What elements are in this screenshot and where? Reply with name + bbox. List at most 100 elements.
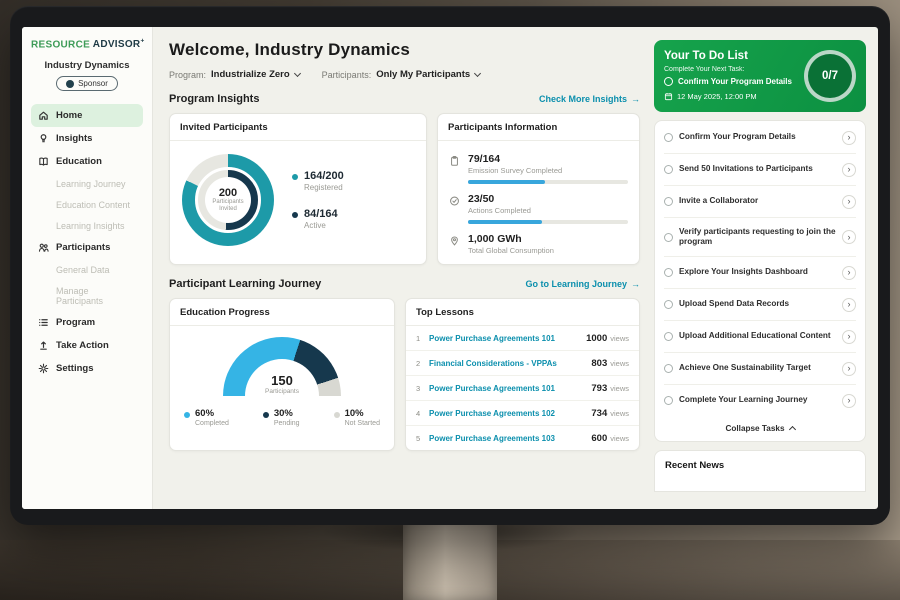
participants-dropdown-label: Participants: <box>321 69 372 80</box>
registered-value: 164/200 <box>304 170 344 182</box>
legend-dot <box>333 412 340 418</box>
emission-survey-row: 79/164 Emission Survey Completed <box>449 153 628 184</box>
chevron-right-icon[interactable]: › <box>842 265 856 280</box>
task-row[interactable]: Upload Additional Educational Content › <box>664 321 856 354</box>
lesson-link[interactable]: Power Purchase Agreements 101 <box>429 383 555 393</box>
checkbox-circle[interactable] <box>664 77 673 87</box>
calendar-icon <box>664 92 673 100</box>
page-title: Welcome, Industry Dynamics <box>169 40 411 59</box>
education-center-label: Participants <box>265 388 299 395</box>
chevron-right-icon[interactable]: › <box>842 297 856 312</box>
invited-donut-inner-ring: 200 Participants Invited <box>195 167 261 233</box>
emission-survey-label: Emission Survey Completed <box>468 166 563 175</box>
registered-label: Registered <box>304 183 343 192</box>
chevron-right-icon[interactable]: › <box>842 230 856 245</box>
task-row[interactable]: Verify participants requesting to join t… <box>664 218 856 258</box>
checkbox-circle[interactable] <box>664 165 673 174</box>
lesson-rank: 1 <box>416 333 421 343</box>
todo-due-date: 12 May 2025, 12:00 PM <box>664 92 798 101</box>
invited-donut-chart: 200 Participants Invited 164/200 Regist <box>170 141 426 259</box>
sidebar-item-education-content[interactable]: Education Content <box>56 199 131 210</box>
check-more-insights-link[interactable]: Check More Insights → <box>538 94 640 104</box>
sidebar: RESOURCE ADVISOR+ Industry Dynamics Spon… <box>22 27 153 509</box>
sidebar-item-label: Program <box>56 317 96 329</box>
todo-summary-card: Your To Do List Complete Your Next Task:… <box>654 40 866 112</box>
lesson-link[interactable]: Power Purchase Agreements 103 <box>429 433 555 443</box>
sidebar-item-take-action[interactable]: Take Action <box>31 334 143 357</box>
top-lessons-card: Top Lessons 1 Power Purchase Agreements … <box>405 298 640 451</box>
lesson-rank: 5 <box>416 433 421 443</box>
chevron-right-icon[interactable]: › <box>842 361 856 376</box>
task-row[interactable]: Confirm Your Program Details › <box>664 122 856 154</box>
chevron-right-icon[interactable]: › <box>842 329 856 344</box>
program-insights-section-header: Program Insights Check More Insights → <box>169 93 640 105</box>
task-row[interactable]: Achieve One Sustainability Target › <box>664 353 856 386</box>
participants-dropdown[interactable]: Participants: Only My Participants <box>321 69 482 80</box>
sidebar-item-label: Take Action <box>56 340 109 352</box>
checkbox-circle[interactable] <box>664 332 673 342</box>
sidebar-item-settings[interactable]: Settings <box>31 357 143 380</box>
chevron-down-icon <box>293 69 301 78</box>
sidebar-item-education[interactable]: Education <box>31 150 143 173</box>
settings-icon <box>38 363 49 374</box>
sidebar-item-participants[interactable]: Participants <box>31 236 143 259</box>
take-action-icon <box>40 341 47 351</box>
task-row[interactable]: Upload Spend Data Records › <box>664 289 856 322</box>
lesson-row: 4 Power Purchase Agreements 102 734 views <box>406 401 639 426</box>
lesson-views: 793 views <box>591 382 629 394</box>
task-row[interactable]: Send 50 Invitations to Participants › <box>664 154 856 186</box>
checkbox-circle[interactable] <box>664 300 673 310</box>
education-progress-card: Education Progress 150 Participants <box>169 298 395 451</box>
sponsor-label: Sponsor <box>78 79 108 89</box>
lesson-link[interactable]: Power Purchase Agreements 102 <box>429 408 555 418</box>
checkbox-circle[interactable] <box>664 268 673 278</box>
go-to-learning-journey-link[interactable]: Go to Learning Journey → <box>525 279 640 289</box>
sidebar-item-learning-insights[interactable]: Learning Insights <box>56 220 125 231</box>
legend-item-registered: 164/200 Registered <box>292 170 344 192</box>
chevron-right-icon[interactable]: › <box>842 162 856 177</box>
program-dropdown[interactable]: Program: Industrialize Zero <box>169 69 301 80</box>
sponsor-badge: Sponsor <box>56 76 118 92</box>
checkbox-circle[interactable] <box>664 232 673 242</box>
todo-next-task[interactable]: Confirm Your Program Details <box>664 77 798 87</box>
collapse-tasks-link[interactable]: Collapse Tasks <box>664 416 856 437</box>
sidebar-item-learning-journey[interactable]: Learning Journey <box>56 178 126 189</box>
program-insights-cards: Invited Participants 200 Participants In… <box>169 113 640 265</box>
filters-bar: Program: Industrialize Zero Participants… <box>169 69 640 80</box>
lesson-views: 734 views <box>591 407 629 419</box>
chevron-right-icon[interactable]: › <box>842 130 856 145</box>
home-icon <box>39 111 48 121</box>
lesson-link[interactable]: Financial Considerations - VPPAs <box>429 358 557 368</box>
lesson-row: 5 Power Purchase Agreements 103 600 views <box>406 426 639 450</box>
task-row[interactable]: Invite a Collaborator › <box>664 186 856 218</box>
arrow-right-icon: → <box>631 94 640 104</box>
checkbox-circle[interactable] <box>664 364 673 374</box>
participants-information-body: 79/164 Emission Survey Completed 23/50 A… <box>438 141 639 264</box>
task-row[interactable]: Explore Your Insights Dashboard › <box>664 257 856 290</box>
sidebar-item-program[interactable]: Program <box>31 311 143 334</box>
invited-donut-outer-ring: 200 Participants Invited <box>182 154 274 246</box>
learning-journey-title: Participant Learning Journey <box>169 278 322 290</box>
sidebar-item-home[interactable]: Home <box>31 104 143 128</box>
checkbox-circle[interactable] <box>664 396 673 406</box>
lesson-rank: 4 <box>416 408 421 418</box>
legend-dot <box>184 412 190 418</box>
sponsor-icon <box>66 79 75 88</box>
education-progress-card-title: Education Progress <box>170 299 394 326</box>
chevron-right-icon[interactable]: › <box>842 194 856 209</box>
task-row[interactable]: Complete Your Learning Journey › <box>664 385 856 416</box>
sidebar-item-manage-participants[interactable]: Manage Participants <box>56 285 104 306</box>
consumption-value: 1,000 GWh <box>468 233 522 245</box>
participants-dropdown-value: Only My Participants <box>376 69 471 80</box>
education-icon <box>39 157 48 166</box>
chevron-right-icon[interactable]: › <box>842 393 856 408</box>
lesson-row: 3 Power Purchase Agreements 101 793 views <box>406 376 639 401</box>
legend-dot <box>262 412 269 418</box>
checkbox-circle[interactable] <box>664 197 673 206</box>
checkbox-circle[interactable] <box>664 133 673 142</box>
legend-item-pending: 30% Pending <box>262 408 300 427</box>
sidebar-item-general-data[interactable]: General Data <box>56 264 110 275</box>
sidebar-item-insights[interactable]: Insights <box>31 127 143 150</box>
org-name: Industry Dynamics <box>44 60 130 72</box>
lesson-link[interactable]: Power Purchase Agreements 101 <box>429 333 555 343</box>
